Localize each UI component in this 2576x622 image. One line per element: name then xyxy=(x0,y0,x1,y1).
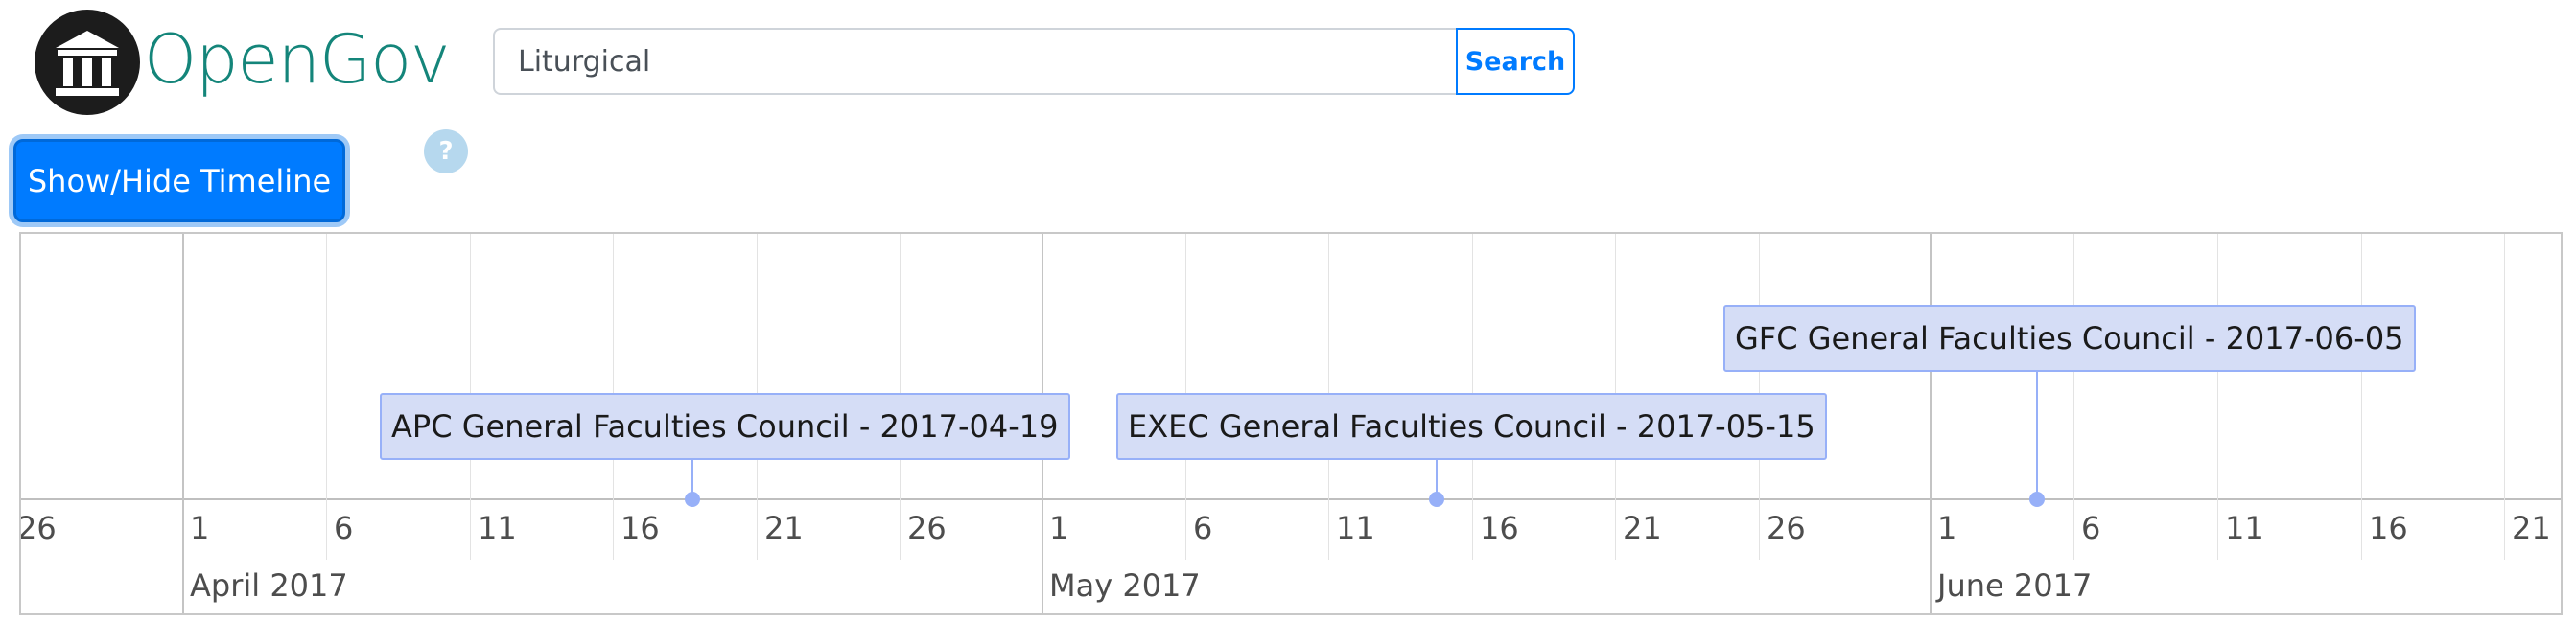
timeline-event-item[interactable]: EXEC General Faculties Council - 2017-05… xyxy=(1116,393,1827,460)
opengov-logo[interactable] xyxy=(35,10,140,115)
help-icon[interactable]: ? xyxy=(424,129,468,173)
timeline-day-label: 6 xyxy=(334,510,354,546)
timeline-day-label: 1 xyxy=(190,510,210,546)
timeline-event-stem xyxy=(1436,460,1438,498)
timeline-month-divider xyxy=(182,234,184,613)
search-button[interactable]: Search xyxy=(1456,28,1575,95)
timeline-day-label: 16 xyxy=(1480,510,1519,546)
timeline-day-label: 26 xyxy=(19,510,57,546)
brand-name[interactable]: OpenGov xyxy=(144,20,450,99)
timeline-day-label: 16 xyxy=(621,510,660,546)
timeline-day-label: 21 xyxy=(2512,510,2551,546)
timeline-day-label: 11 xyxy=(478,510,517,546)
timeline-day-label: 6 xyxy=(1193,510,1213,546)
timeline[interactable]: 26 1 6 11 16 21 26 1 6 11 16 21 26 1 6 1… xyxy=(19,232,2563,615)
timeline-day-label: 26 xyxy=(1767,510,1806,546)
timeline-gridline xyxy=(326,234,327,560)
timeline-month-divider xyxy=(1930,234,1932,613)
timeline-event-item[interactable]: APC General Faculties Council - 2017-04-… xyxy=(380,393,1070,460)
institution-columns-icon xyxy=(56,31,119,96)
timeline-day-label: 16 xyxy=(2369,510,2408,546)
timeline-event-stem xyxy=(2036,372,2038,498)
timeline-gridline xyxy=(2073,234,2074,560)
timeline-day-label: 1 xyxy=(1937,510,1957,546)
timeline-day-label: 1 xyxy=(1049,510,1069,546)
timeline-day-label: 21 xyxy=(1623,510,1662,546)
timeline-month-label: April 2017 xyxy=(190,567,348,604)
timeline-gridline xyxy=(2217,234,2218,560)
timeline-month-label: June 2017 xyxy=(1937,567,2093,604)
show-hide-timeline-button[interactable]: Show/Hide Timeline xyxy=(13,139,345,222)
timeline-event-dot[interactable] xyxy=(1429,492,1444,507)
timeline-day-label: 21 xyxy=(764,510,804,546)
search-input[interactable] xyxy=(493,28,1458,95)
timeline-event-item[interactable]: GFC General Faculties Council - 2017-06-… xyxy=(1723,305,2416,372)
timeline-event-dot[interactable] xyxy=(2029,492,2045,507)
timeline-day-label: 11 xyxy=(1336,510,1375,546)
timeline-day-label: 26 xyxy=(907,510,947,546)
timeline-month-label: May 2017 xyxy=(1049,567,1201,604)
timeline-gridline xyxy=(2504,234,2505,560)
timeline-event-stem xyxy=(691,460,693,498)
timeline-day-label: 11 xyxy=(2225,510,2264,546)
timeline-axis xyxy=(21,498,2561,500)
timeline-gridline xyxy=(2361,234,2362,560)
timeline-event-dot[interactable] xyxy=(685,492,700,507)
timeline-day-label: 6 xyxy=(2081,510,2101,546)
